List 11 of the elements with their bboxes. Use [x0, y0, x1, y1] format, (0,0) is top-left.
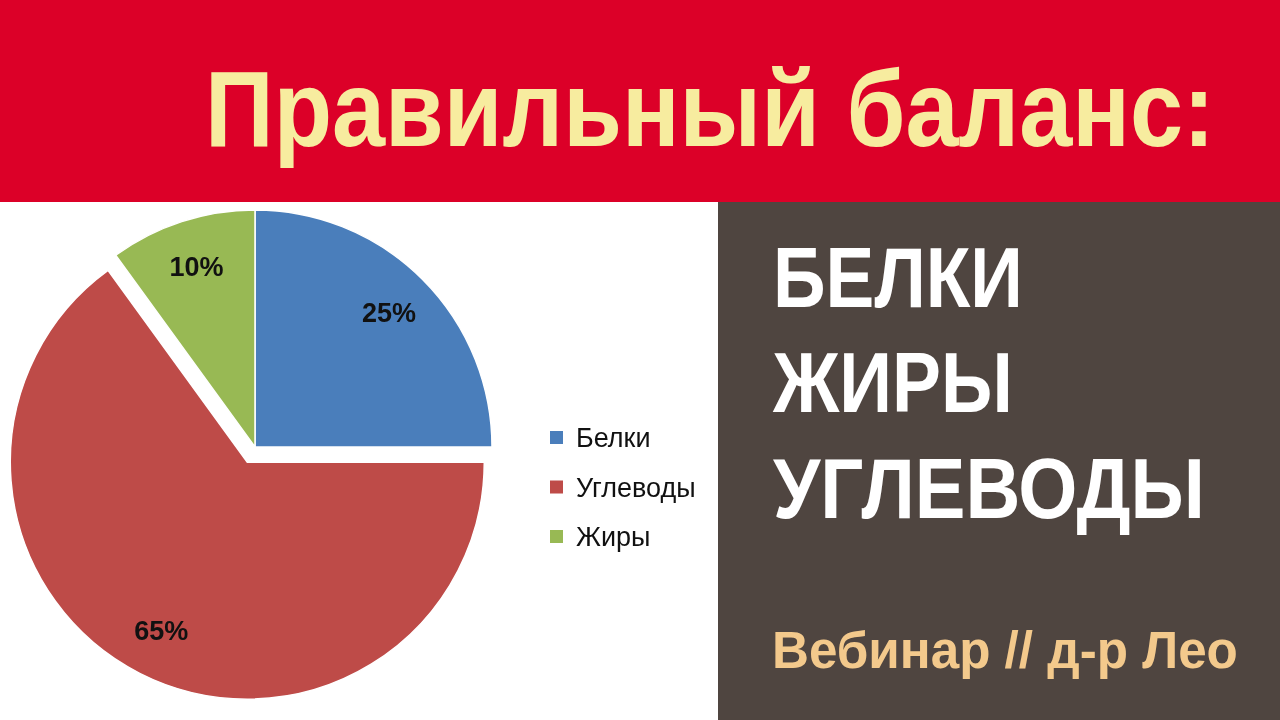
text: ЖИРЫ — [772, 334, 1013, 431]
text: БЕЛКИ — [773, 229, 1023, 326]
data-label: 65% — [134, 616, 189, 647]
data-label: 10% — [169, 251, 224, 282]
legend-label: Углеводы — [576, 472, 696, 503]
text: УГЛЕВОДЫ — [773, 440, 1205, 537]
chart-title: Правильный баланс: — [205, 48, 1215, 170]
text: Вебинар // д-р Лео — [772, 620, 1238, 680]
data-label: 25% — [362, 297, 417, 328]
legend-label: Жиры — [576, 522, 651, 552]
legend-label: Белки — [576, 423, 651, 453]
